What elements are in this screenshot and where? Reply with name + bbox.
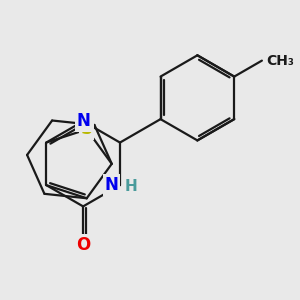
Text: H: H xyxy=(124,179,137,194)
Text: S: S xyxy=(81,120,93,138)
Text: CH₃: CH₃ xyxy=(266,54,294,68)
Text: N: N xyxy=(76,112,90,130)
Text: O: O xyxy=(76,236,90,254)
Text: N: N xyxy=(105,176,118,194)
